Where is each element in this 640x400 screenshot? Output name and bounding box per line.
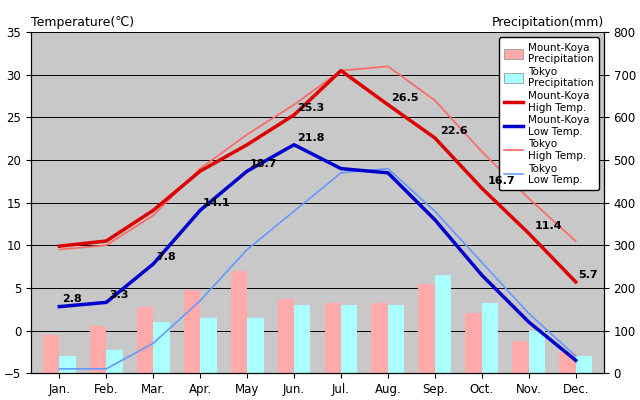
Bar [60, 356, 76, 373]
Text: 14.1: 14.1 [203, 198, 230, 208]
Bar [435, 275, 451, 373]
Bar [341, 305, 357, 373]
Bar [137, 307, 153, 373]
Bar [294, 305, 310, 373]
Text: 5.7: 5.7 [579, 270, 598, 280]
Bar [153, 322, 170, 373]
Bar [184, 290, 200, 373]
Bar [106, 350, 123, 373]
Text: 7.8: 7.8 [156, 252, 176, 262]
Text: 18.7: 18.7 [250, 159, 277, 169]
Bar [529, 330, 545, 373]
Bar [247, 318, 264, 373]
Bar [230, 271, 247, 373]
Bar [90, 326, 106, 373]
Bar [388, 305, 404, 373]
Bar [512, 341, 529, 373]
Bar [371, 303, 388, 373]
Text: 21.8: 21.8 [297, 132, 324, 142]
Text: 25.3: 25.3 [297, 103, 324, 113]
Bar [419, 284, 435, 373]
Text: 22.6: 22.6 [440, 126, 468, 136]
Bar [43, 335, 60, 373]
Legend: Mount-Koya
Precipitation, Tokyo
Precipitation, Mount-Koya
High Temp., Mount-Koya: Mount-Koya Precipitation, Tokyo Precipit… [499, 38, 598, 190]
Text: 11.4: 11.4 [534, 221, 562, 231]
Text: 2.8: 2.8 [62, 294, 82, 304]
Text: 3.3: 3.3 [109, 290, 129, 300]
Text: 26.5: 26.5 [390, 92, 418, 102]
Text: 16.7: 16.7 [488, 176, 515, 186]
Bar [465, 314, 482, 373]
Text: Temperature(℃): Temperature(℃) [31, 16, 134, 29]
Bar [200, 318, 216, 373]
Bar [324, 303, 341, 373]
Text: Precipitation(mm): Precipitation(mm) [492, 16, 604, 29]
Bar [576, 356, 592, 373]
Bar [482, 303, 498, 373]
Bar [278, 298, 294, 373]
Bar [559, 352, 576, 373]
